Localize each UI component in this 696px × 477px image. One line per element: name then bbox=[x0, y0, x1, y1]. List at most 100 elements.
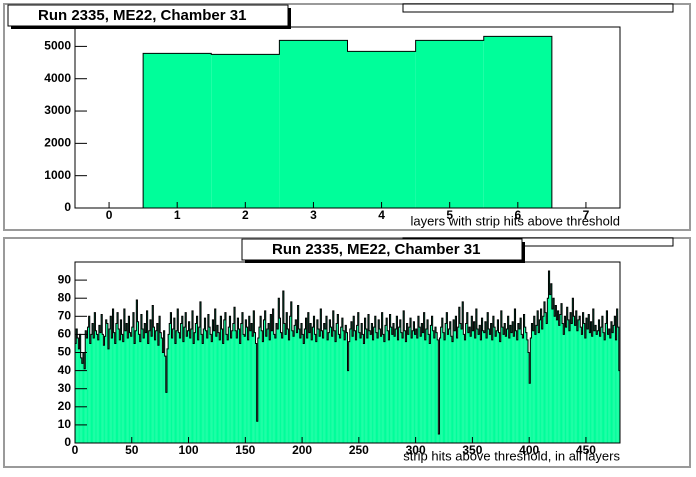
bar bbox=[78, 348, 80, 443]
bar bbox=[562, 323, 564, 443]
bar bbox=[327, 339, 329, 443]
bar bbox=[256, 421, 258, 443]
bar bbox=[489, 334, 491, 443]
bar bbox=[366, 338, 368, 443]
bar bbox=[88, 316, 90, 443]
bar bbox=[106, 323, 108, 443]
bar bbox=[203, 328, 205, 443]
bar bbox=[280, 332, 282, 443]
bar bbox=[345, 325, 347, 443]
bar bbox=[554, 316, 556, 443]
bar bbox=[233, 307, 236, 443]
bar bbox=[129, 332, 131, 443]
bar bbox=[75, 343, 77, 443]
bar bbox=[168, 334, 170, 443]
bar bbox=[589, 332, 591, 443]
histogram-outline bbox=[75, 35, 620, 209]
bar bbox=[486, 338, 488, 443]
bar bbox=[271, 330, 273, 443]
bar bbox=[243, 334, 245, 443]
bar bbox=[245, 319, 247, 443]
bar bbox=[453, 319, 455, 443]
bar bbox=[616, 309, 618, 443]
bar bbox=[372, 339, 374, 443]
bar bbox=[112, 309, 114, 443]
bar bbox=[261, 330, 263, 443]
bar bbox=[262, 341, 264, 443]
bar bbox=[235, 330, 237, 443]
bar bbox=[114, 343, 116, 443]
bar bbox=[273, 334, 275, 443]
y-tick-label: 80 bbox=[58, 290, 72, 304]
y-tick-label: 0 bbox=[64, 200, 71, 214]
bar bbox=[181, 316, 183, 443]
bar bbox=[352, 336, 354, 443]
bar bbox=[361, 323, 363, 443]
y-tick-label: 60 bbox=[58, 327, 72, 341]
bar bbox=[475, 309, 477, 443]
bar bbox=[119, 339, 121, 443]
bar bbox=[358, 332, 360, 443]
bar bbox=[107, 348, 110, 443]
bar bbox=[228, 327, 230, 443]
bar bbox=[144, 323, 146, 443]
bar bbox=[210, 334, 212, 443]
bar bbox=[216, 325, 219, 443]
bar bbox=[481, 318, 483, 443]
bar bbox=[377, 338, 379, 443]
bar bbox=[312, 327, 314, 443]
bar bbox=[592, 309, 594, 443]
bar bbox=[184, 327, 186, 443]
bar bbox=[254, 332, 256, 443]
bar bbox=[458, 307, 460, 443]
bar bbox=[596, 334, 598, 443]
bar bbox=[417, 316, 420, 443]
bar bbox=[520, 318, 522, 443]
bar bbox=[517, 323, 519, 443]
bar bbox=[439, 338, 441, 443]
bar bbox=[605, 323, 607, 443]
x-tick-label: 0 bbox=[106, 208, 113, 222]
histogram-outline bbox=[75, 270, 620, 435]
bar bbox=[76, 328, 78, 443]
bar bbox=[344, 339, 346, 443]
bar bbox=[260, 316, 262, 443]
bar bbox=[247, 339, 249, 443]
bar bbox=[378, 319, 380, 443]
bar bbox=[159, 316, 161, 443]
bar bbox=[388, 339, 390, 443]
x-tick-label: 300 bbox=[406, 443, 426, 457]
bar bbox=[214, 309, 216, 443]
y-tick-label: 50 bbox=[58, 345, 72, 359]
x-tick-label: 6 bbox=[514, 208, 521, 222]
bar bbox=[422, 332, 424, 443]
bar bbox=[529, 383, 531, 443]
bar bbox=[113, 332, 115, 443]
bar bbox=[476, 328, 479, 443]
bar bbox=[591, 336, 593, 443]
bar bbox=[484, 321, 487, 443]
bar bbox=[582, 312, 584, 443]
bar bbox=[490, 323, 492, 443]
bar bbox=[339, 338, 341, 443]
y-tick-label: 20 bbox=[58, 399, 72, 413]
bar bbox=[229, 316, 231, 443]
bar bbox=[599, 336, 601, 443]
bar bbox=[215, 336, 217, 443]
bar bbox=[293, 336, 295, 443]
bar bbox=[302, 334, 304, 443]
bar bbox=[468, 327, 471, 443]
bar bbox=[313, 316, 315, 443]
bar bbox=[316, 319, 318, 443]
frame-border bbox=[74, 26, 621, 209]
bar bbox=[438, 433, 440, 443]
bar bbox=[535, 325, 538, 443]
bar bbox=[564, 316, 566, 443]
bar bbox=[525, 332, 527, 443]
y-tick-label: 90 bbox=[58, 272, 72, 286]
bar bbox=[231, 330, 233, 443]
bar bbox=[389, 314, 391, 443]
bar bbox=[446, 312, 448, 443]
bar bbox=[495, 336, 497, 443]
bar bbox=[365, 328, 367, 443]
